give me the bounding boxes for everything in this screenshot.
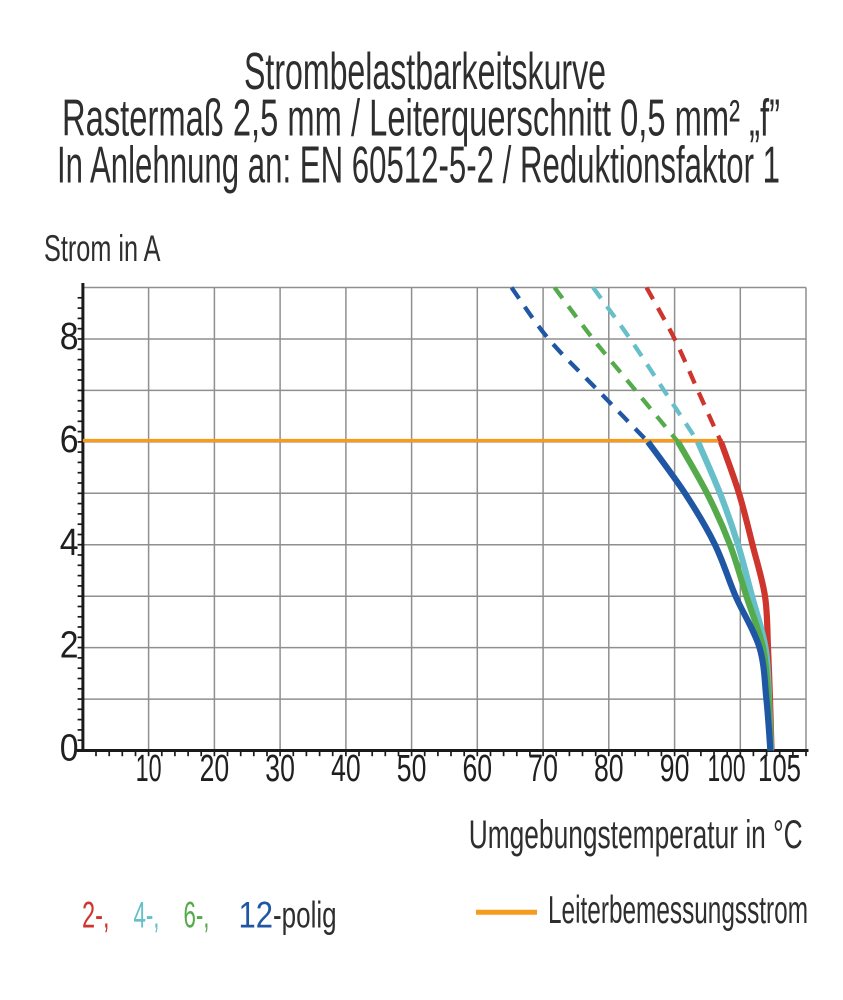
svg-text:105: 105 — [758, 748, 801, 790]
svg-text:10: 10 — [136, 748, 162, 790]
svg-text:6: 6 — [60, 419, 79, 461]
svg-text:Strom in A: Strom in A — [44, 228, 161, 269]
svg-text:Umgebungstemperatur in °C: Umgebungstemperatur in °C — [469, 813, 803, 857]
svg-text:80: 80 — [594, 748, 624, 790]
svg-text:6-,: 6-, — [184, 895, 210, 936]
svg-text:-polig: -polig — [273, 895, 337, 936]
svg-text:12: 12 — [239, 895, 274, 936]
svg-text:4: 4 — [60, 522, 79, 564]
svg-text:30: 30 — [265, 748, 295, 790]
svg-text:4-,: 4-, — [134, 895, 160, 936]
svg-text:70: 70 — [528, 748, 558, 790]
svg-text:8: 8 — [60, 316, 79, 358]
svg-text:20: 20 — [200, 748, 230, 790]
svg-text:Rastermaß 2,5 mm / Leiterquers: Rastermaß 2,5 mm / Leiterquerschnitt 0,5… — [62, 90, 780, 148]
svg-text:40: 40 — [331, 748, 361, 790]
svg-text:Leiterbemessungsstrom: Leiterbemessungsstrom — [548, 889, 808, 932]
svg-text:2: 2 — [60, 625, 79, 667]
svg-text:90: 90 — [660, 748, 690, 790]
svg-text:Strombelastbarkeitskurve: Strombelastbarkeitskurve — [244, 43, 606, 101]
svg-text:50: 50 — [397, 748, 427, 790]
svg-text:2-,: 2-, — [82, 895, 110, 936]
svg-text:60: 60 — [463, 748, 493, 790]
svg-text:100: 100 — [708, 748, 746, 790]
svg-text:0: 0 — [60, 728, 79, 770]
svg-text:In Anlehnung an: EN 60512-5-2: In Anlehnung an: EN 60512-5-2 / Reduktio… — [57, 137, 780, 195]
